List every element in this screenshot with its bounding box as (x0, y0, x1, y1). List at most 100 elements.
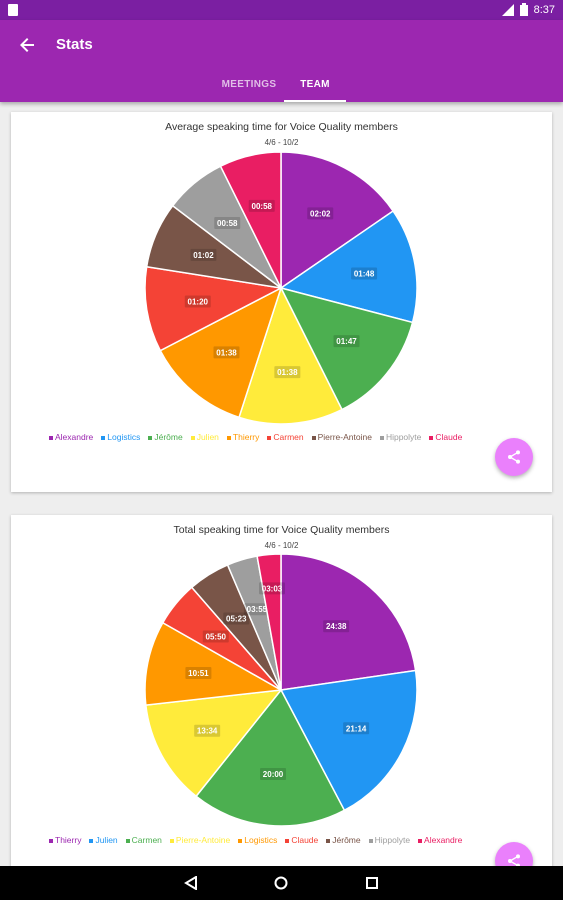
status-time: 8:37 (533, 3, 555, 16)
slice-label: 01:47 (333, 335, 360, 348)
legend-label: Pierre-Antoine (175, 835, 231, 845)
slice-label: 01:02 (190, 248, 217, 261)
legend-item: Thierry (226, 432, 260, 442)
svg-text:01:47: 01:47 (336, 337, 357, 346)
legend-label: Alexandre (55, 432, 94, 442)
legend-label: Logistics (244, 835, 278, 845)
legend-label: Carmen (273, 432, 304, 442)
legend-label: Hippolyte (374, 835, 411, 845)
status-bar: 8:37 (0, 0, 563, 20)
slice-label: 02:02 (307, 207, 334, 220)
svg-text:13:34: 13:34 (197, 727, 218, 736)
pie-slice (279, 286, 414, 411)
slice-label: 00:58 (214, 217, 241, 230)
legend-swatch (226, 435, 231, 440)
average-speaking-pie-chart: 02:02 01:48 01:47 01:38 01:38 01:20 01:02 00:58… (144, 152, 418, 425)
slice-label: 01:20 (184, 295, 211, 308)
legend-item: Logistics (238, 835, 277, 845)
chart-subtitle: 4/6 - 10/2 (264, 541, 299, 550)
legend-swatch (101, 435, 106, 440)
legend-item: Alexandre (418, 835, 462, 845)
pie-slice (238, 286, 343, 425)
pie-slice (280, 152, 395, 290)
legend-item: Julien (190, 432, 219, 442)
pie-slice (159, 286, 283, 419)
slice-label: 01:48 (351, 267, 378, 280)
legend-swatch (49, 838, 53, 843)
legend-label: Pierre-Antoine (317, 432, 372, 442)
svg-text:21:14: 21:14 (346, 724, 367, 733)
total-speaking-pie-chart: 24:38 21:14 20:00 13:34 10:51 05:50 05:2303:55… (144, 553, 418, 827)
pie-slice (256, 553, 282, 691)
legend-item: Alexandre (49, 432, 93, 442)
legend-item: Pierre-Antoine (311, 432, 372, 442)
legend-label: Claude (435, 432, 463, 442)
svg-text:00:58: 00:58 (252, 202, 273, 211)
legend-swatch (267, 435, 272, 440)
slice-label: 05:50 (202, 630, 229, 643)
slice-label: 01:38 (274, 366, 301, 379)
page-title: Stats (56, 36, 93, 53)
legend-swatch (326, 838, 331, 843)
signal-icon (501, 3, 514, 16)
legend-swatch (379, 435, 384, 440)
chart-title: Average speaking time for Voice Quality … (165, 121, 398, 133)
svg-text:00:58: 00:58 (217, 219, 238, 228)
average-speaking-chart-card: Average speaking time for Voice Quality … (11, 112, 552, 492)
share-button[interactable] (495, 438, 533, 476)
slice-label: 01:38 (213, 346, 240, 359)
legend-item: Hippolyte (368, 835, 411, 845)
slice-label: 05:23 (223, 612, 250, 625)
legend-swatch (148, 435, 153, 440)
legend-swatch (418, 838, 423, 843)
svg-text:01:20: 01:20 (188, 298, 209, 307)
svg-text:10:51: 10:51 (188, 669, 209, 678)
total-speaking-chart-card: Total speaking time for Voice Quality me… (11, 515, 552, 880)
pie-slice (219, 152, 282, 289)
slice-label: 10:51 (185, 666, 212, 679)
nav-recents-icon[interactable] (361, 872, 383, 894)
legend-item: Pierre-Antoine (169, 835, 231, 845)
svg-text:01:38: 01:38 (216, 348, 237, 357)
legend-swatch (89, 838, 94, 843)
pie-slice (280, 553, 417, 691)
legend-label: Julien (196, 432, 219, 442)
svg-text:20:00: 20:00 (263, 770, 284, 779)
pie-slice (145, 689, 283, 798)
tab-team[interactable]: TEAM (284, 78, 346, 102)
svg-text:02:02: 02:02 (310, 209, 331, 218)
legend-label: Thierry (232, 432, 260, 442)
legend-label: Carmen (131, 835, 162, 845)
svg-text:05:23: 05:23 (226, 615, 247, 624)
legend-label: Hippolyte (385, 432, 422, 442)
legend-label: Jérôme (154, 432, 183, 442)
arrow-back-icon[interactable] (14, 32, 40, 58)
svg-text:01:48: 01:48 (354, 270, 375, 279)
tab-bar: MEETINGS TEAM (0, 78, 563, 102)
slice-label: 03:55 (243, 603, 270, 616)
legend-swatch (311, 435, 316, 440)
notification-icon (8, 4, 18, 16)
legend-item: Julien (89, 835, 118, 845)
legend-item: Hippolyte (379, 432, 422, 442)
legend-swatch (169, 838, 174, 843)
chart-subtitle: 4/6 - 10/2 (264, 138, 299, 147)
tab-meetings[interactable]: MEETINGS (221, 79, 277, 90)
legend-label: Claude (291, 835, 319, 845)
slice-label: 20:00 (260, 767, 287, 780)
app-bar: Stats MEETINGS TEAM (0, 20, 563, 102)
legend-item: Carmen (267, 432, 304, 442)
legend-item: Claude (285, 835, 318, 845)
legend-label: Julien (95, 835, 118, 845)
legend-label: Logistics (107, 432, 141, 442)
pie-slice (279, 669, 418, 812)
legend-item: Jérôme (326, 835, 361, 845)
nav-back-icon[interactable] (180, 872, 202, 894)
svg-text:24:38: 24:38 (326, 622, 347, 631)
legend-swatch (125, 838, 130, 843)
share-icon (508, 450, 520, 464)
svg-text:03:03: 03:03 (262, 584, 283, 593)
nav-home-icon[interactable] (270, 872, 292, 894)
slice-label: 21:14 (343, 722, 370, 735)
legend-item: Claude (429, 432, 462, 442)
